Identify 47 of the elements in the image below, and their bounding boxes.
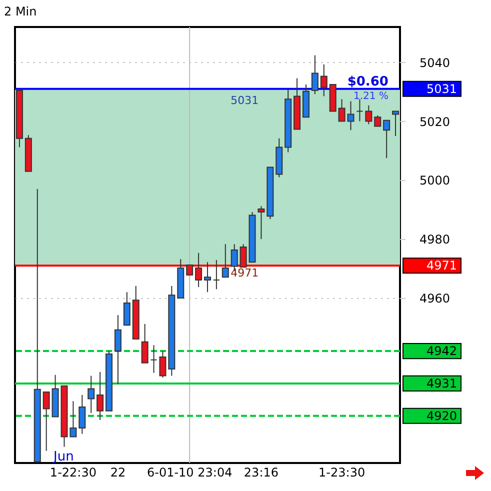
candlestick xyxy=(356,98,364,122)
candlestick xyxy=(96,371,104,420)
candlestick xyxy=(204,262,211,293)
ref-line-label: 4931 xyxy=(426,376,457,390)
x-tick-label: 1-23:30 xyxy=(318,466,366,480)
annotation: $0.60 xyxy=(347,74,388,90)
annotation: Jun xyxy=(52,449,74,464)
candlestick xyxy=(240,244,247,268)
y-tick-label: 5000 xyxy=(420,174,450,188)
candlestick xyxy=(78,394,86,434)
y-tick-label: 4980 xyxy=(420,232,450,247)
candlestick xyxy=(141,323,148,364)
ref-line-label: 5031 xyxy=(426,82,457,96)
candlestick xyxy=(212,260,220,290)
candlestick xyxy=(114,314,122,385)
candlestick xyxy=(320,64,328,97)
annotation: 5031 xyxy=(230,94,259,108)
ref-line-label: 4942 xyxy=(426,344,457,358)
candlestick xyxy=(150,344,158,374)
candlestick xyxy=(258,206,265,240)
y-tick-label: 5020 xyxy=(420,114,450,129)
ref-line-label: 4920 xyxy=(426,408,457,423)
ref-line-label: 4971 xyxy=(426,258,457,273)
candlestick xyxy=(195,252,202,288)
candlestick xyxy=(392,110,400,136)
candlestick xyxy=(222,244,229,278)
candlestick xyxy=(123,292,130,326)
candlestick xyxy=(365,104,372,125)
candlestick xyxy=(186,264,194,276)
candlestick xyxy=(88,375,95,414)
candlestick xyxy=(159,350,166,378)
candlestick xyxy=(338,98,346,122)
annotation: 4971 xyxy=(230,266,259,280)
annotation: 1.21 % xyxy=(353,90,388,102)
candlestick xyxy=(383,120,390,159)
candlestick xyxy=(374,114,382,127)
candlestick xyxy=(311,54,318,95)
candlestick xyxy=(347,100,354,131)
x-tick-label: 22 xyxy=(110,466,126,480)
candlestick xyxy=(70,400,77,438)
x-tick-label: 1-22:30 xyxy=(50,466,96,480)
y-tick-label: 4960 xyxy=(420,292,450,306)
y-tick-label: 5040 xyxy=(420,56,450,70)
chart-title: 2 Min xyxy=(4,4,37,18)
x-tick-label: 23:16 xyxy=(244,466,279,480)
candlestick xyxy=(42,392,50,452)
x-tick-label: 6-01-10 23:04 xyxy=(146,466,232,480)
